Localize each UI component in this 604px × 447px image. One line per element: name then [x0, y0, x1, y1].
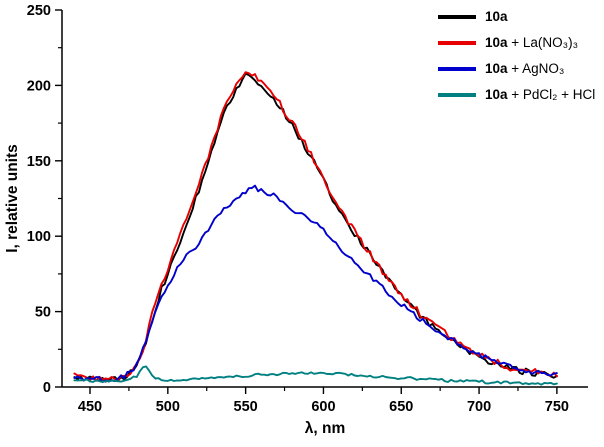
- x-tick-label: 600: [311, 399, 335, 415]
- y-axis-label: I, relative units: [4, 144, 21, 253]
- x-tick-label: 650: [389, 399, 413, 415]
- y-tick-label: 100: [27, 229, 51, 245]
- legend-label: 10a + PdCl₂ + HCl: [485, 86, 595, 104]
- legend-label: 10a + AgNO₃: [485, 60, 564, 78]
- legend-swatch: [438, 41, 476, 45]
- x-tick-label: 500: [156, 399, 180, 415]
- legend-label-bold: 10a: [485, 35, 508, 50]
- y-tick-label: 200: [27, 78, 51, 94]
- legend-label-rest: + La(NO₃)₃: [507, 35, 579, 50]
- series-line-10a-pdcl2-hcl: [73, 365, 558, 386]
- x-axis-label: λ, nm: [305, 420, 345, 437]
- legend-label-bold: 10a: [485, 9, 508, 24]
- legend-label: 10a: [485, 8, 508, 26]
- y-tick-label: 250: [27, 3, 51, 19]
- legend-item: 10a + PdCl₂ + HCl: [438, 86, 595, 104]
- y-tick-label: 0: [43, 380, 51, 396]
- legend-label-bold: 10a: [485, 61, 508, 76]
- legend-label-bold: 10a: [485, 87, 508, 102]
- legend-item: 10a + AgNO₃: [438, 60, 595, 78]
- x-tick-label: 750: [545, 399, 569, 415]
- legend-label-rest: + AgNO₃: [507, 61, 565, 76]
- legend-label: 10a + La(NO₃)₃: [485, 34, 578, 52]
- series-line-10a-la-no3-3: [73, 71, 558, 382]
- legend-label-rest: + PdCl₂ + HCl: [507, 87, 596, 102]
- legend-item: 10a: [438, 8, 595, 26]
- x-tick-label: 550: [234, 399, 258, 415]
- legend-swatch: [438, 67, 476, 71]
- y-tick-label: 150: [27, 154, 51, 170]
- x-tick-label: 700: [467, 399, 491, 415]
- legend-swatch: [438, 15, 476, 19]
- series-line-10a-agno3: [73, 184, 558, 383]
- x-tick-label: 450: [78, 399, 102, 415]
- y-tick-label: 50: [35, 305, 51, 321]
- legend-item: 10a + La(NO₃)₃: [438, 34, 595, 52]
- legend: 10a 10a + La(NO₃)₃ 10a + AgNO₃ 10a + PdC…: [438, 8, 595, 104]
- legend-swatch: [438, 93, 476, 97]
